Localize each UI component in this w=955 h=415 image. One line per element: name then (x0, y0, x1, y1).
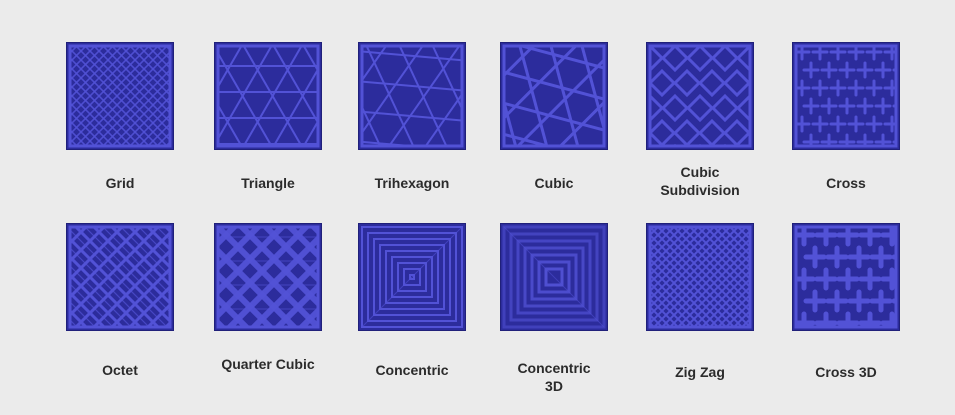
infill-tile-cross (792, 42, 900, 150)
infill-tile-grid (66, 42, 174, 150)
infill-label-concentric: Concentric (375, 362, 449, 378)
triangle-pattern-icon (216, 44, 320, 148)
infill-label-zig-zag: Zig Zag (675, 364, 725, 380)
infill-tile-cubic (500, 42, 608, 150)
infill-tile-trihexagon (358, 42, 466, 150)
infill-tile-quarter-cubic (214, 223, 322, 331)
cubic-pattern-icon (502, 44, 606, 148)
trihexagon-pattern-icon (360, 44, 464, 148)
octet-pattern-icon (68, 225, 172, 329)
infill-tile-octet (66, 223, 174, 331)
infill-label-concentric-3d: Concentric 3D (517, 360, 591, 394)
concentric-pattern-icon (361, 226, 463, 328)
infill-tile-concentric-3d (500, 223, 608, 331)
infill-tile-concentric (358, 223, 466, 331)
infill-label-cubic: Cubic (534, 175, 574, 191)
infill-label-triangle: Triangle (241, 175, 295, 191)
quarter-cubic-pattern-icon (216, 225, 320, 329)
infill-label-cross: Cross (826, 175, 866, 191)
infill-tile-triangle (214, 42, 322, 150)
infill-tile-cubic-subdivision (646, 42, 754, 150)
cubic-subdivision-pattern-icon (648, 44, 752, 148)
cross-pattern-icon (794, 44, 898, 148)
grid-pattern-icon (68, 44, 172, 148)
infill-label-quarter-cubic: Quarter Cubic (221, 356, 315, 372)
cross-3d-pattern-icon (794, 225, 898, 329)
infill-label-cubic-subdivision: Cubic Subdivision (660, 164, 740, 198)
infill-tile-zig-zag (646, 223, 754, 331)
zig-zag-pattern-icon (648, 225, 752, 329)
infill-label-trihexagon: Trihexagon (374, 175, 450, 191)
concentric-3d-pattern-icon (502, 225, 606, 329)
infill-label-grid: Grid (105, 175, 135, 191)
infill-label-cross-3d: Cross 3D (815, 364, 877, 380)
infill-label-octet: Octet (102, 362, 138, 378)
infill-tile-cross-3d (792, 223, 900, 331)
